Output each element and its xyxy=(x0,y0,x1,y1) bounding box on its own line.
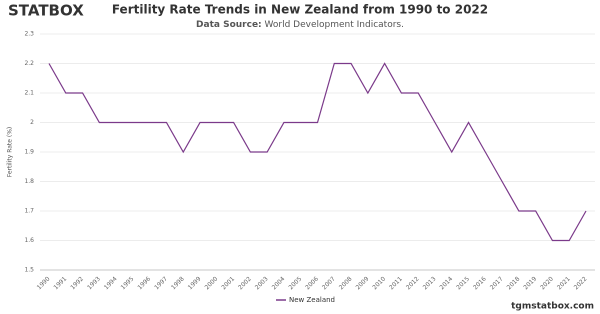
y-tick-label: 2 xyxy=(30,119,34,126)
x-tick-label: 2012 xyxy=(405,275,421,291)
x-tick-label: 1995 xyxy=(120,275,136,291)
x-tick-label: 2007 xyxy=(321,275,337,291)
x-tick-label: 2004 xyxy=(271,275,287,291)
y-tick-label: 2.1 xyxy=(24,90,34,97)
x-tick-label: 2015 xyxy=(455,275,471,291)
y-tick-label: 1.8 xyxy=(24,178,34,185)
x-tick-label: 2010 xyxy=(371,275,387,291)
x-tick-label: 1990 xyxy=(36,275,52,291)
footer: tgmstatbox.com xyxy=(511,302,594,312)
line xyxy=(48,62,587,242)
x-tick-label: 2011 xyxy=(388,275,404,291)
x-tick-label: 2020 xyxy=(539,275,555,291)
x-tick-label: 2013 xyxy=(422,275,438,291)
y-tick-label: 2.2 xyxy=(24,60,34,67)
x-tick-label: 1991 xyxy=(53,275,69,291)
x-tick-label: 1997 xyxy=(153,275,169,291)
y-axis-label: Fertility Rate (%) xyxy=(7,127,14,178)
subtitle: Data Source: World Development Indicator… xyxy=(196,20,404,30)
brand: STATBOX xyxy=(8,2,84,20)
y-tick-label: 1.7 xyxy=(24,208,34,215)
y-tick-label: 2.3 xyxy=(24,31,34,38)
x-tick-label: 2014 xyxy=(438,275,454,291)
x-tick-label: 2001 xyxy=(220,275,236,291)
x-tick-label: 2017 xyxy=(489,275,505,291)
chart-title: Fertility Rate Trends in New Zealand fro… xyxy=(112,3,488,17)
x-tick-label: 1994 xyxy=(103,275,119,291)
y-tick-label: 1.9 xyxy=(24,149,34,156)
x-tick-label: 2002 xyxy=(237,275,253,291)
x-tick-label: 2000 xyxy=(204,275,220,291)
source: World Development Indicators. xyxy=(265,20,404,30)
x-tick-label: 2003 xyxy=(254,275,270,291)
x-tick-label: 1992 xyxy=(69,275,85,291)
x-tick-label: 2022 xyxy=(573,275,589,291)
x-tick-label: 1993 xyxy=(86,275,102,291)
x-tick-label: 1996 xyxy=(136,275,152,291)
x-tick-label: 2019 xyxy=(522,275,538,291)
x-tick-label: 2006 xyxy=(304,275,320,291)
y-tick-label: 1.6 xyxy=(24,237,34,244)
x-tick-label: 2021 xyxy=(556,275,572,291)
x-tick-label: 2018 xyxy=(506,275,522,291)
x-tick-label: 2009 xyxy=(355,275,371,291)
legend-label: New Zealand xyxy=(289,296,335,304)
x-tick-label: 2008 xyxy=(338,275,354,291)
x-tick-label: 2016 xyxy=(472,275,488,291)
x-tick-label: 1998 xyxy=(170,275,186,291)
x-tick-label: 1999 xyxy=(187,275,203,291)
y-tick-label: 1.5 xyxy=(24,267,34,274)
source-label: Data Source: xyxy=(196,20,262,30)
x-tick-label: 2005 xyxy=(287,275,303,291)
